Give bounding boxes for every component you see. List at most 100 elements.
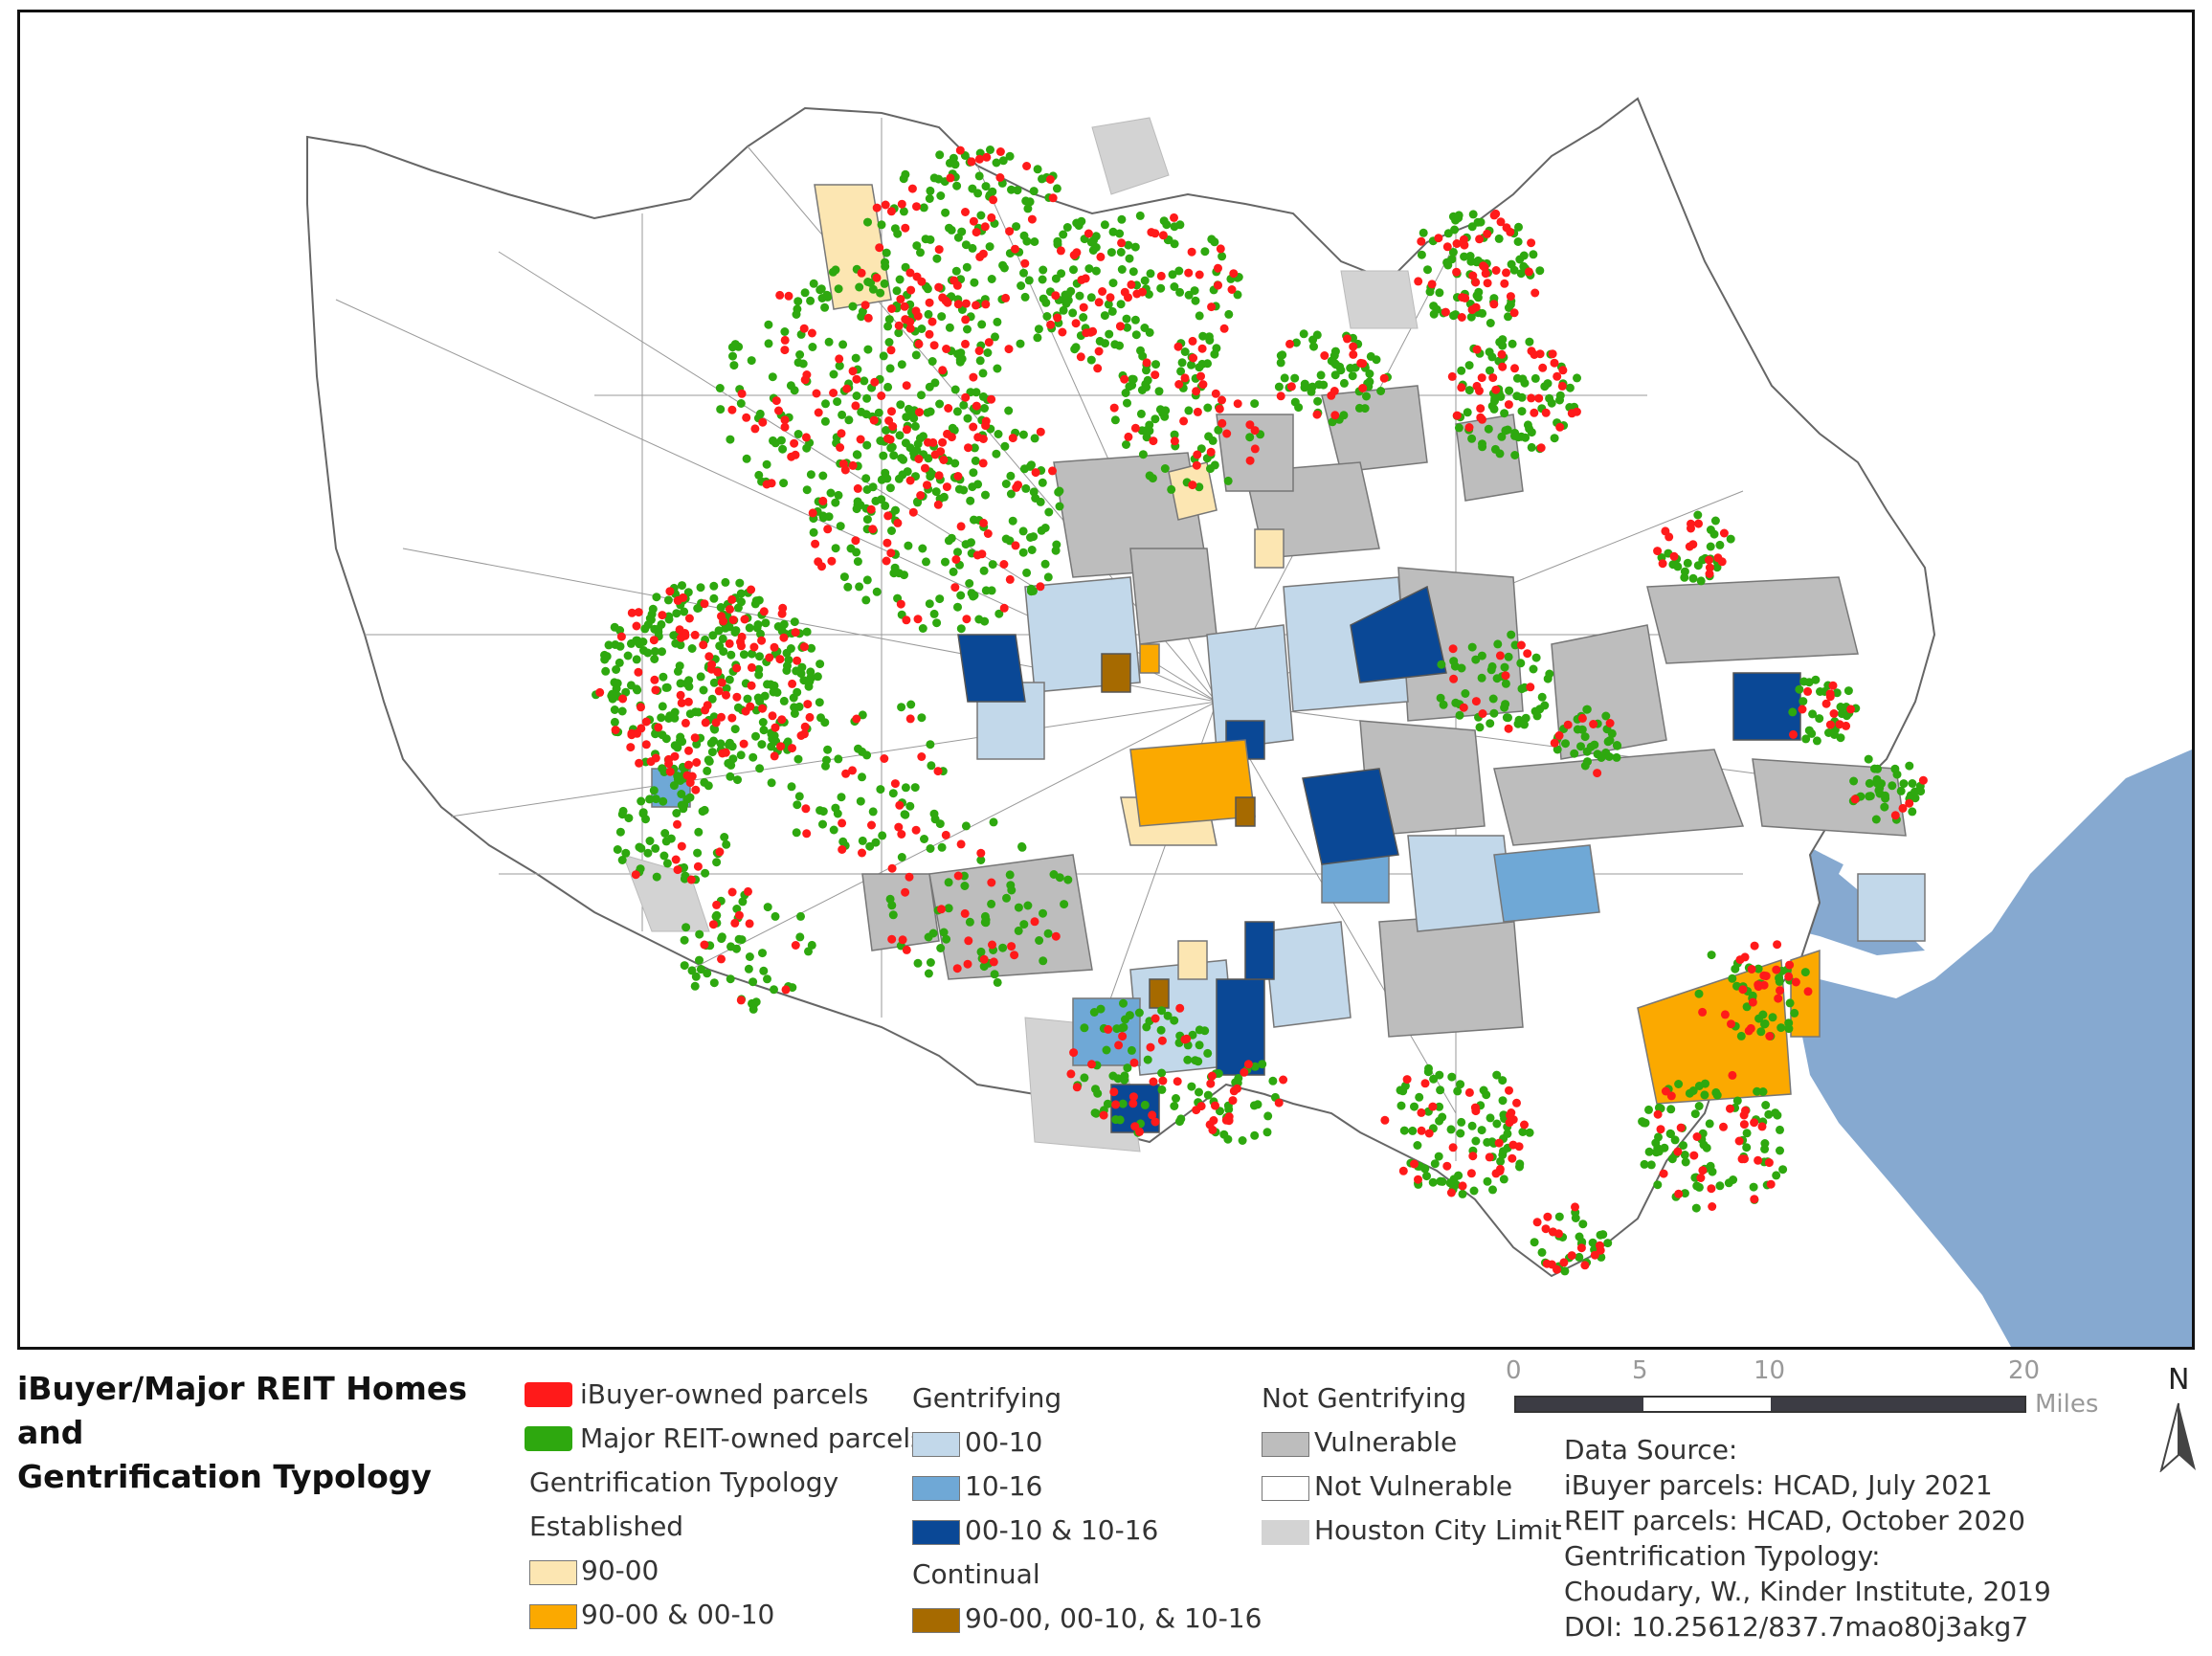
- reit-parcel-point: [1498, 335, 1508, 345]
- reit-parcel-point: [1184, 290, 1194, 300]
- reit-parcel-point: [1038, 174, 1046, 184]
- reit-parcel-point: [851, 353, 860, 363]
- reit-parcel-point: [1512, 373, 1522, 383]
- ibuyer-parcel-point: [780, 346, 790, 355]
- reit-parcel-point: [865, 841, 875, 851]
- ibuyer-parcel-point: [1457, 313, 1466, 322]
- reit-parcel-point: [1832, 688, 1842, 698]
- ibuyer-parcel-point: [1458, 293, 1467, 302]
- reit-parcel-point: [806, 296, 816, 305]
- reit-parcel-point: [1115, 1115, 1125, 1125]
- reit-parcel-point: [891, 505, 900, 515]
- reit-parcel-point: [1125, 382, 1134, 392]
- reit-parcel-point: [680, 961, 689, 971]
- reit-parcel-point: [895, 431, 905, 440]
- ibuyer-parcel-point: [1526, 683, 1535, 692]
- reit-parcel-point: [924, 309, 933, 319]
- reit-parcel-point: [917, 391, 926, 400]
- ibuyer-parcel-point: [1170, 213, 1178, 222]
- ibuyer-parcel-point: [912, 272, 922, 281]
- reit-parcel-point: [1726, 534, 1735, 544]
- reit-parcel-point: [1118, 1099, 1128, 1108]
- harris-county-map[interactable]: [20, 12, 2192, 1347]
- reit-parcel-point: [934, 174, 944, 184]
- ibuyer-parcel-point: [684, 746, 693, 755]
- ibuyer-parcel-point: [684, 614, 694, 623]
- reit-parcel-point: [771, 438, 780, 448]
- reit-parcel-point: [745, 623, 754, 633]
- ibuyer-parcel-point: [1148, 1110, 1157, 1120]
- reit-parcel-point: [919, 203, 928, 213]
- reit-parcel-point: [1204, 332, 1214, 342]
- reit-parcel-point: [650, 647, 659, 656]
- reit-parcel-point: [877, 475, 886, 484]
- continual-heading: Continual: [912, 1558, 1040, 1590]
- reit-parcel-point: [1707, 951, 1716, 960]
- ibuyer-parcel-point: [693, 862, 703, 871]
- ibuyer-parcel-point: [1748, 997, 1757, 1007]
- reit-parcel-point: [1683, 558, 1692, 568]
- reit-parcel-point: [1507, 630, 1516, 639]
- reit-parcel-point: [703, 766, 712, 775]
- ibuyer-parcel-point: [1590, 1250, 1599, 1260]
- ibuyer-parcel-point: [962, 615, 972, 624]
- reit-parcel-point: [941, 208, 950, 217]
- reit-parcel-point: [1517, 407, 1527, 416]
- reit-parcel-point: [696, 965, 705, 974]
- reit-parcel-point: [648, 604, 658, 614]
- reit-parcel-point: [1128, 374, 1137, 384]
- ibuyer-parcel-point: [1096, 252, 1106, 261]
- reit-parcel-point: [1274, 382, 1284, 392]
- reit-parcel-point: [1172, 1094, 1180, 1103]
- reit-parcel-point: [1035, 936, 1044, 945]
- ibuyer-parcel-point: [976, 848, 986, 858]
- ibuyer-parcel-point: [1538, 363, 1548, 372]
- reit-parcel-point: [986, 145, 994, 154]
- ibuyer-parcel-point: [1031, 468, 1040, 478]
- reit-parcel-point: [1812, 736, 1821, 746]
- ibuyer-parcel-point: [872, 203, 882, 213]
- reit-parcel-point: [816, 284, 826, 294]
- reit-parcel-point: [1638, 1117, 1647, 1127]
- ibuyer-parcel-point: [835, 354, 844, 364]
- ibuyer-parcel-point: [1452, 239, 1462, 248]
- reit-parcel-point: [798, 359, 808, 369]
- ibuyer-parcel-point: [1491, 385, 1501, 394]
- ibuyer-parcel-point: [1764, 1158, 1774, 1168]
- ibuyer-parcel-point: [1489, 211, 1499, 220]
- reit-parcel-point: [1100, 220, 1109, 230]
- map-frame[interactable]: [17, 10, 2195, 1350]
- reit-parcel-point: [1051, 546, 1061, 555]
- reit-parcel-point: [807, 940, 816, 950]
- reit-parcel-point: [1461, 689, 1470, 698]
- ibuyer-parcel-point: [788, 744, 796, 753]
- ibuyer-parcel-point: [1741, 1106, 1750, 1115]
- north-arrow-icon: [2159, 1402, 2196, 1472]
- ibuyer-parcel-point: [942, 345, 951, 353]
- ibuyer-parcel-point: [1099, 1110, 1108, 1120]
- ibuyer-parcel-point: [749, 642, 759, 652]
- reit-parcel-point: [992, 449, 1001, 459]
- ibuyer-parcel-point: [1483, 229, 1492, 238]
- ibuyer-parcel-point: [896, 599, 905, 609]
- ibuyer-parcel-point: [780, 422, 790, 432]
- reit-parcel-point: [1576, 742, 1585, 751]
- ibuyer-parcel-point: [886, 207, 896, 216]
- reit-parcel-point: [684, 676, 694, 685]
- ibuyer-parcel-point: [897, 199, 906, 209]
- ibuyer-parcel-point: [727, 887, 737, 897]
- ibuyer-parcel-point: [793, 656, 802, 665]
- reit-parcel-point: [881, 501, 890, 510]
- reit-parcel-point: [838, 410, 847, 419]
- reit-parcel-point: [778, 444, 788, 454]
- reit-parcel-point: [1467, 1121, 1477, 1130]
- reit-parcel-point: [1195, 1087, 1203, 1097]
- ibuyer-parcel-point: [875, 243, 884, 253]
- reit-parcel-point: [1706, 542, 1715, 551]
- reit-parcel-point: [952, 407, 962, 416]
- reit-parcel-point: [757, 740, 767, 750]
- reit-parcel-point: [977, 320, 987, 329]
- ibuyer-parcel-point: [1825, 720, 1835, 729]
- reit-parcel-point: [994, 430, 1003, 438]
- ibuyer-parcel-point: [726, 605, 734, 614]
